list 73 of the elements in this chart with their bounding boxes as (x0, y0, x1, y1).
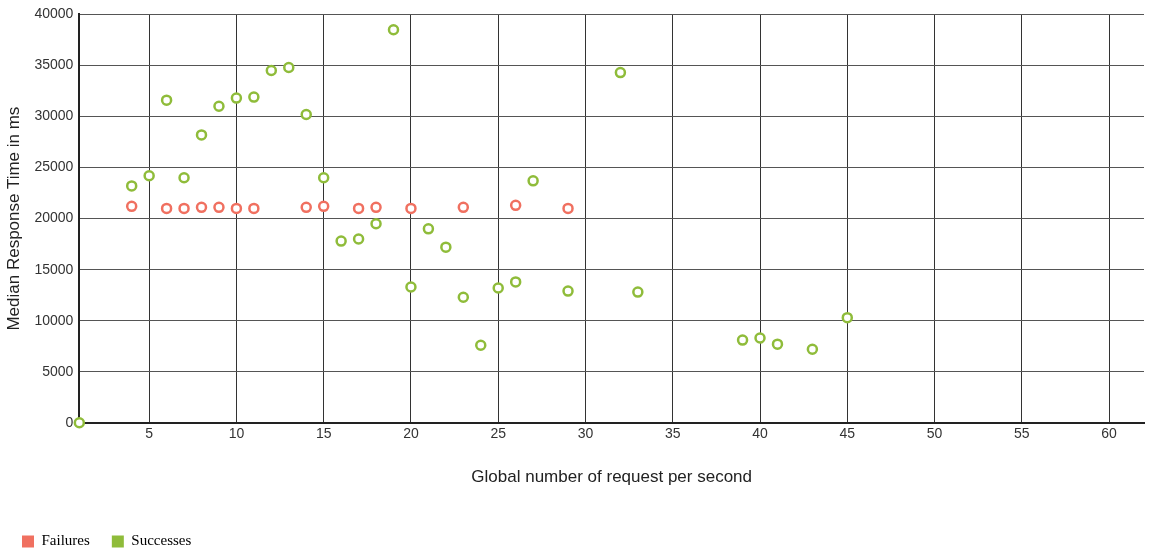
x-axis-title: Global number of request per second (471, 467, 752, 487)
point (160, 94, 173, 106)
point (457, 201, 470, 214)
point (422, 223, 435, 235)
point (160, 202, 173, 215)
point (230, 92, 243, 104)
x-tick-label: 5 (145, 425, 154, 442)
point (248, 202, 260, 215)
y-tick-label: 10000 (34, 311, 74, 328)
point (387, 23, 400, 36)
point (317, 200, 330, 213)
point (457, 291, 470, 303)
point (213, 100, 225, 113)
point (509, 199, 522, 212)
point (370, 201, 382, 214)
point (736, 334, 749, 346)
point (195, 201, 208, 214)
y-tick-label: 35000 (34, 56, 74, 73)
point (195, 129, 208, 141)
y-tick-label: 15000 (34, 260, 74, 277)
x-tick-label: 25 (490, 425, 507, 442)
x-tick-label: 15 (315, 425, 332, 442)
point (317, 172, 330, 184)
y-tick-label: 5000 (42, 362, 74, 379)
x-tick-label: 20 (403, 425, 419, 442)
point (230, 202, 243, 215)
point (352, 202, 365, 215)
point (562, 285, 574, 297)
x-tick-label: 55 (1014, 425, 1030, 442)
point (73, 417, 86, 429)
point (527, 175, 539, 187)
point (509, 276, 522, 288)
y-tick-label: 20000 (34, 209, 74, 226)
x-tick-label: 40 (752, 425, 769, 442)
point (300, 108, 312, 121)
point (335, 235, 347, 247)
point (178, 172, 190, 184)
point (125, 200, 138, 213)
point (492, 282, 504, 294)
y-tick-label: 25000 (34, 158, 74, 175)
point (352, 233, 365, 245)
y-tick-label: 0 (65, 413, 74, 430)
x-tick-label: 50 (926, 425, 943, 442)
point (405, 202, 417, 215)
point (475, 339, 487, 351)
point (632, 286, 644, 298)
point (248, 91, 260, 103)
x-tick-label: 35 (664, 425, 681, 442)
point (562, 202, 574, 215)
point (213, 201, 225, 214)
legend-label: Successes (131, 532, 192, 549)
point (125, 180, 138, 192)
point (143, 169, 155, 182)
point (178, 202, 190, 215)
point (370, 217, 382, 230)
point (754, 332, 766, 344)
point (614, 66, 627, 79)
legend-label: Failures (41, 532, 90, 549)
point (841, 311, 854, 324)
point (300, 201, 312, 214)
x-tick-label: 30 (577, 425, 594, 442)
y-tick-label: 40000 (34, 5, 74, 22)
point (440, 241, 452, 253)
point (405, 281, 417, 293)
x-tick-label: 10 (228, 425, 245, 442)
point (771, 338, 784, 350)
point (806, 343, 819, 356)
x-tick-label: 60 (1101, 425, 1118, 442)
point (283, 61, 295, 74)
point (265, 64, 278, 77)
y-axis-title: Median Response Time in ms (3, 106, 23, 331)
y-tick-label: 30000 (34, 107, 74, 124)
x-tick-label: 45 (839, 425, 856, 442)
